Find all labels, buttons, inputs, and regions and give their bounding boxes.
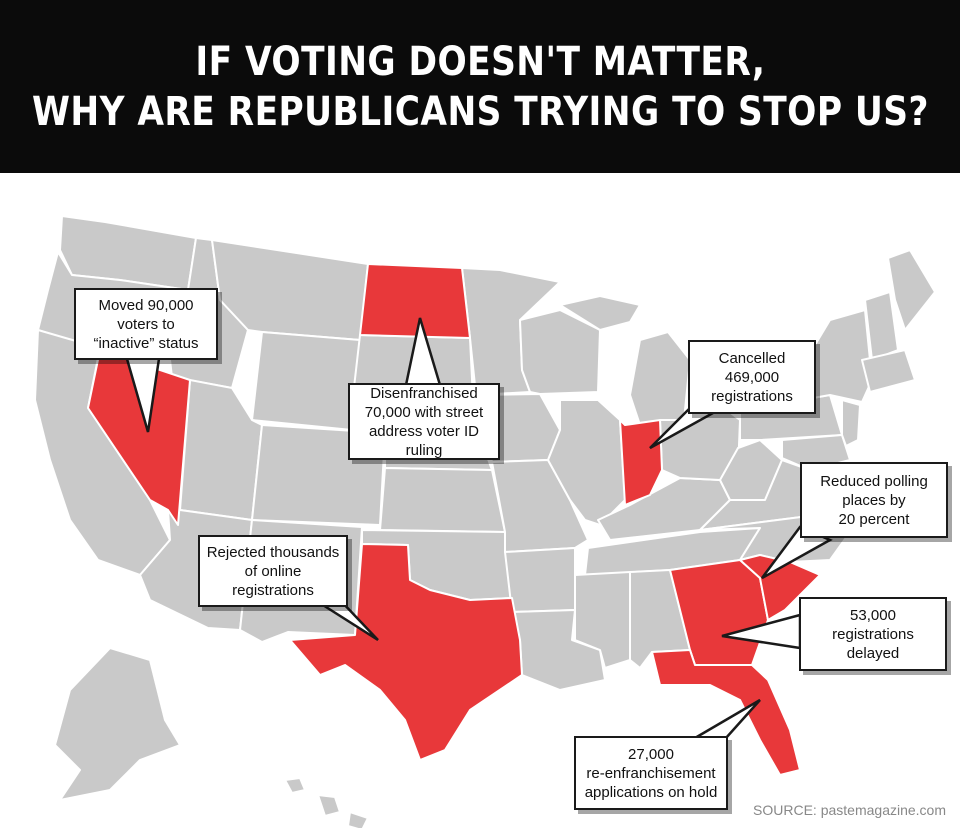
state-arkansas bbox=[504, 547, 576, 613]
headline-banner: IF VOTING DOESN'T MATTER, WHY ARE REPUBL… bbox=[0, 0, 960, 173]
callout-texas: Rejected thousands of online registratio… bbox=[198, 535, 348, 607]
state-utah bbox=[179, 379, 263, 521]
state-indiana bbox=[619, 419, 663, 506]
state-alaska bbox=[54, 647, 181, 801]
callout-georgia-text: 53,000 registrations delayed bbox=[832, 606, 914, 662]
state-nevada bbox=[87, 349, 191, 526]
state-maine bbox=[887, 249, 936, 331]
state-kansas bbox=[379, 467, 506, 533]
callout-south-carolina-text: Reduced polling places by 20 percent bbox=[820, 472, 928, 528]
state-mass-ct-ri bbox=[861, 349, 916, 393]
callout-florida: 27,000 re-enfranchisement applications o… bbox=[574, 736, 728, 810]
callout-indiana-text: Cancelled 469,000 registrations bbox=[711, 349, 793, 405]
callout-nevada: Moved 90,000 voters to “inactive” status bbox=[74, 288, 218, 360]
state-north-dakota bbox=[359, 263, 471, 339]
source-credit: SOURCE: pastemagazine.com bbox=[753, 802, 946, 818]
state-texas bbox=[289, 543, 523, 761]
callout-nevada-text: Moved 90,000 voters to “inactive” status bbox=[93, 296, 199, 352]
callout-north-dakota: Disenfranchised 70,000 with street addre… bbox=[348, 383, 500, 460]
state-hawaii bbox=[284, 777, 369, 828]
state-vermont-nh bbox=[864, 291, 899, 361]
state-wyoming bbox=[251, 331, 361, 431]
callout-florida-text: 27,000 re-enfranchisement applications o… bbox=[584, 745, 718, 801]
state-wisconsin bbox=[519, 309, 601, 395]
state-south-carolina bbox=[739, 554, 821, 621]
callout-south-carolina: Reduced polling places by 20 percent bbox=[800, 462, 948, 538]
callout-texas-text: Rejected thousands of online registratio… bbox=[206, 543, 340, 599]
callout-indiana: Cancelled 469,000 registrations bbox=[688, 340, 816, 414]
state-new-jersey bbox=[841, 399, 861, 447]
callout-georgia: 53,000 registrations delayed bbox=[799, 597, 947, 671]
state-illinois bbox=[547, 399, 626, 526]
callout-north-dakota-text: Disenfranchised 70,000 with street addre… bbox=[364, 384, 484, 459]
headline-line-2: WHY ARE REPUBLICANS TRYING TO STOP US? bbox=[31, 88, 929, 135]
state-michigan-upper bbox=[559, 295, 641, 331]
headline-line-1: IF VOTING DOESN'T MATTER, bbox=[195, 38, 765, 85]
state-michigan bbox=[629, 331, 691, 426]
state-florida bbox=[651, 649, 801, 776]
